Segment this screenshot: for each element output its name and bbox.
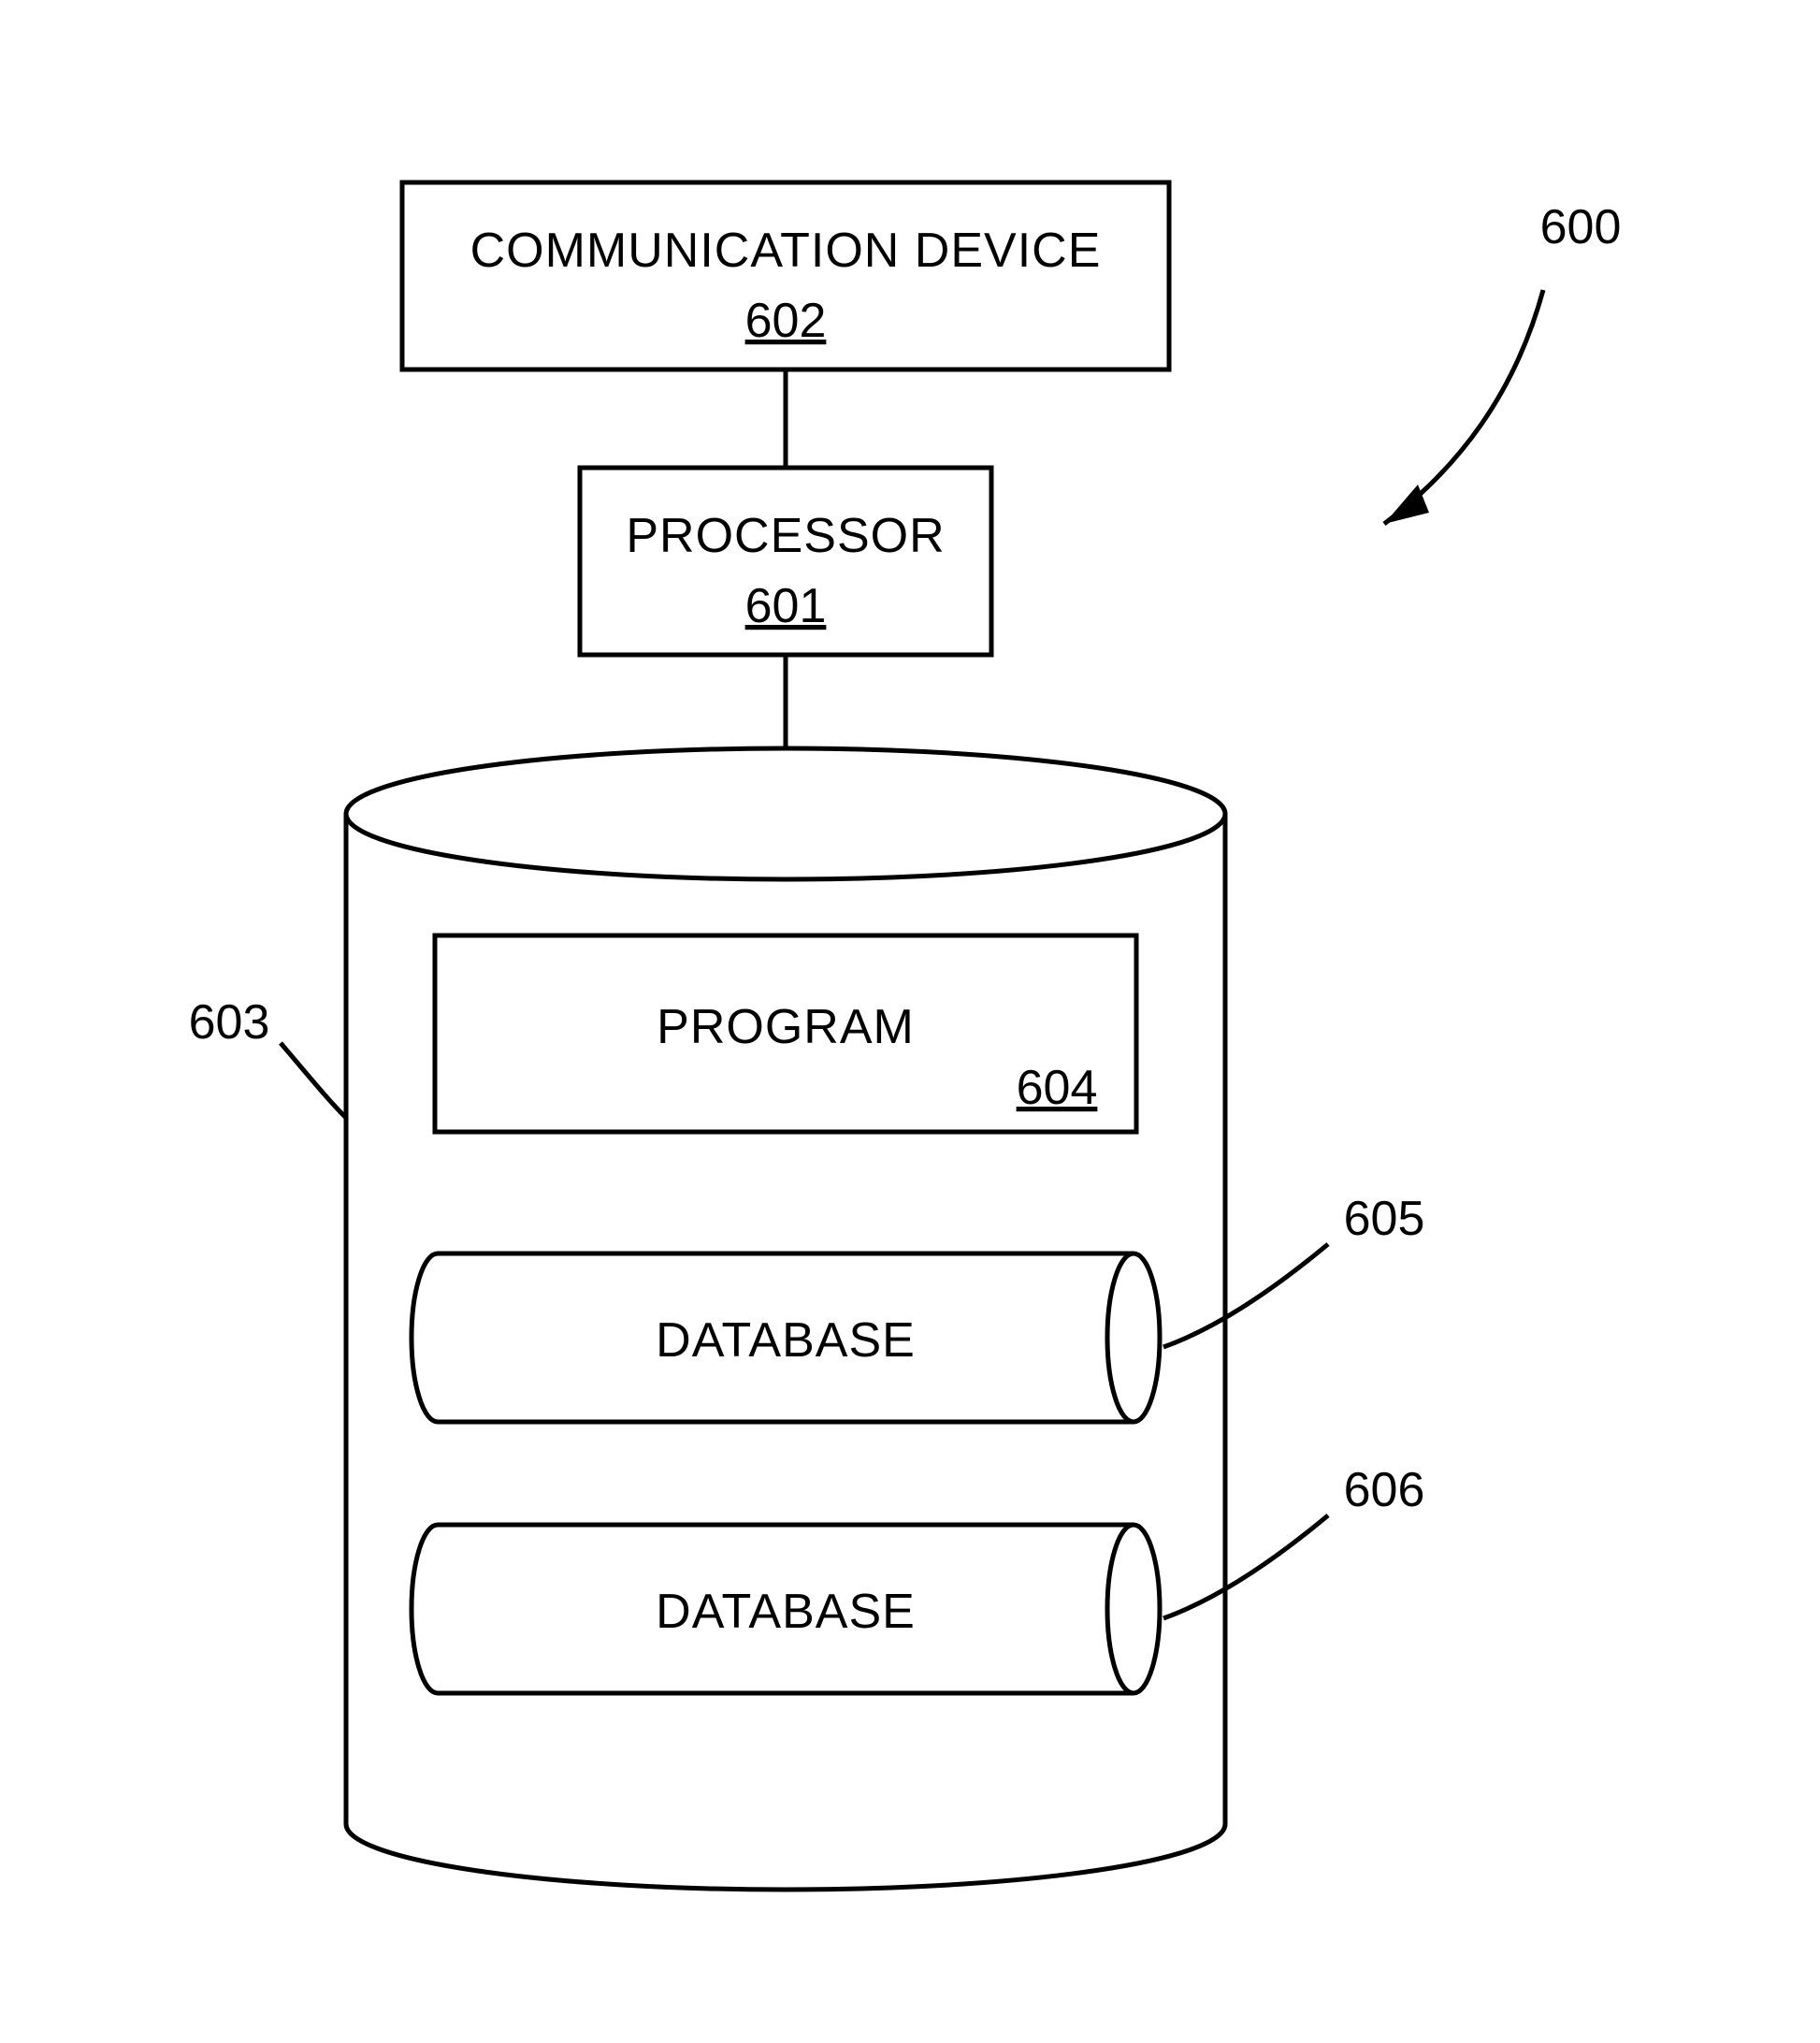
processor-ref: 601	[745, 579, 827, 633]
database-2-ref: 606	[1344, 1463, 1425, 1517]
database-2-ref-leader	[1163, 1515, 1328, 1618]
storage-ref-leader	[281, 1043, 346, 1118]
processor-label: PROCESSOR	[626, 509, 945, 563]
system-diagram: 600 COMMUNICATION DEVICE 602 PROCESSOR 6…	[0, 0, 1820, 2043]
database-1-ref-leader	[1163, 1244, 1328, 1347]
storage-ref: 603	[189, 995, 270, 1050]
program-label: PROGRAM	[657, 1000, 915, 1054]
comm-device-ref: 602	[745, 294, 827, 348]
database-1-label: DATABASE	[656, 1313, 916, 1368]
database-1-ref: 605	[1344, 1192, 1425, 1246]
comm-device-label: COMMUNICATION DEVICE	[470, 224, 1102, 278]
figure-ref-arrow	[1384, 290, 1543, 524]
database-2-label: DATABASE	[656, 1585, 916, 1639]
program-ref: 604	[1017, 1061, 1098, 1115]
figure-ref-label: 600	[1540, 200, 1622, 254]
